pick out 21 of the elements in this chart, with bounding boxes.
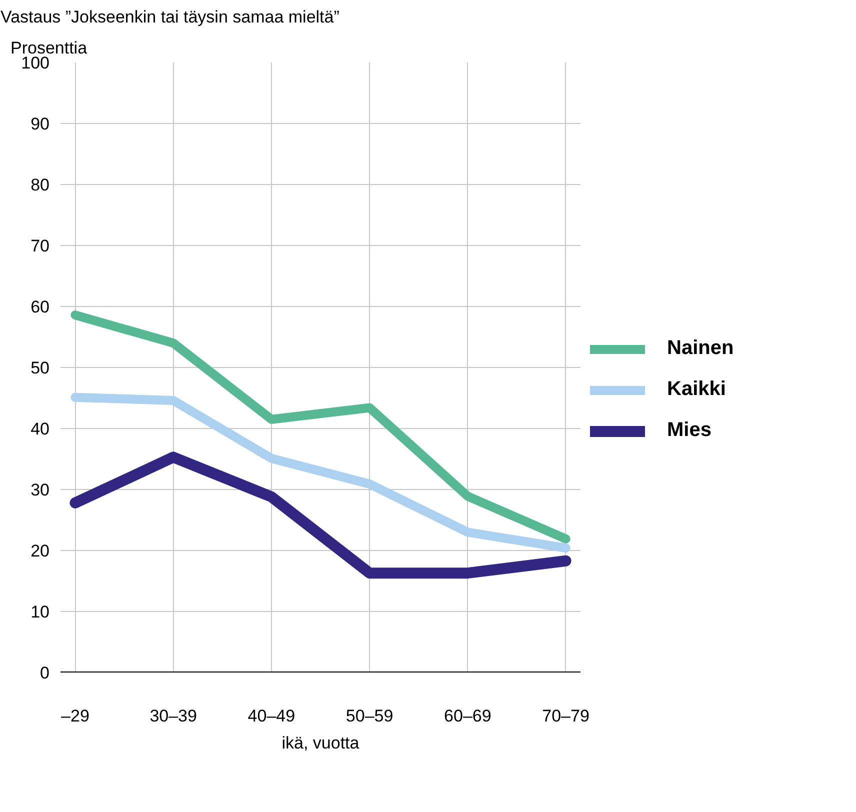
y-tick-label: 0 (40, 664, 50, 682)
y-tick-label: 90 (30, 114, 50, 134)
chart-title: Vastaus ”Jokseenkin tai täysin samaa mieltä” (0, 8, 340, 26)
y-tick-label: 40 (30, 420, 50, 438)
legend-label: Kaikki (667, 378, 726, 401)
legend-label: Nainen (667, 337, 734, 360)
x-tick-label: –29 (61, 706, 90, 726)
x-tick-label: 60–69 (444, 706, 492, 726)
x-axis-title: ikä, vuotta (282, 734, 360, 752)
x-tick-label: 70–79 (542, 706, 590, 726)
legend-label: Mies (667, 419, 712, 442)
y-tick-label: 30 (30, 480, 50, 500)
y-tick-label: 10 (30, 602, 50, 622)
y-tick-label: 20 (30, 542, 50, 560)
y-tick-label: 80 (30, 176, 50, 194)
x-tick-label: 40–49 (248, 706, 296, 726)
x-tick-label: 50–59 (346, 706, 394, 726)
x-tick-label: 30–39 (150, 706, 197, 726)
y-tick-label: 60 (30, 298, 50, 316)
y-tick-label: 50 (30, 358, 50, 378)
y-tick-label: 70 (30, 236, 50, 256)
